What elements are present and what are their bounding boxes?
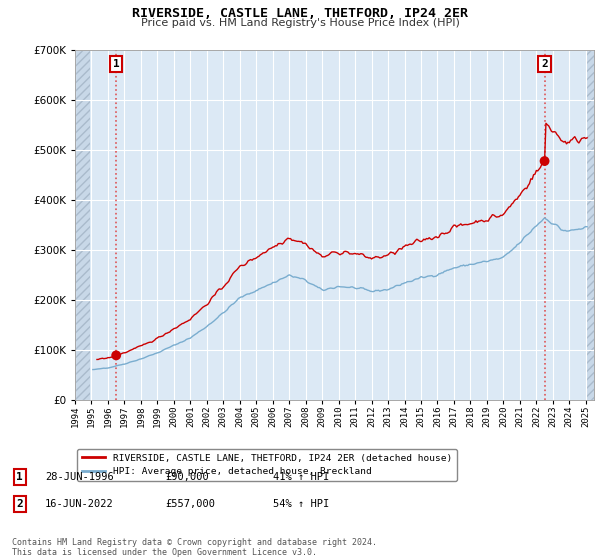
Legend: RIVERSIDE, CASTLE LANE, THETFORD, IP24 2ER (detached house), HPI: Average price,: RIVERSIDE, CASTLE LANE, THETFORD, IP24 2… bbox=[77, 449, 457, 481]
Text: Price paid vs. HM Land Registry's House Price Index (HPI): Price paid vs. HM Land Registry's House … bbox=[140, 18, 460, 28]
Text: 2: 2 bbox=[16, 499, 23, 509]
Text: 16-JUN-2022: 16-JUN-2022 bbox=[45, 499, 114, 509]
Text: 41% ↑ HPI: 41% ↑ HPI bbox=[273, 472, 329, 482]
Text: 54% ↑ HPI: 54% ↑ HPI bbox=[273, 499, 329, 509]
Bar bbox=[586, 50, 596, 400]
Text: 1: 1 bbox=[113, 59, 119, 69]
Text: 2: 2 bbox=[541, 59, 548, 69]
Text: £557,000: £557,000 bbox=[165, 499, 215, 509]
Text: RIVERSIDE, CASTLE LANE, THETFORD, IP24 2ER: RIVERSIDE, CASTLE LANE, THETFORD, IP24 2… bbox=[132, 7, 468, 20]
Bar bbox=[75, 50, 90, 400]
Text: £90,000: £90,000 bbox=[165, 472, 209, 482]
Point bbox=[112, 351, 121, 360]
Text: Contains HM Land Registry data © Crown copyright and database right 2024.
This d: Contains HM Land Registry data © Crown c… bbox=[12, 538, 377, 557]
Point bbox=[540, 157, 550, 166]
Text: 28-JUN-1996: 28-JUN-1996 bbox=[45, 472, 114, 482]
Text: 1: 1 bbox=[16, 472, 23, 482]
